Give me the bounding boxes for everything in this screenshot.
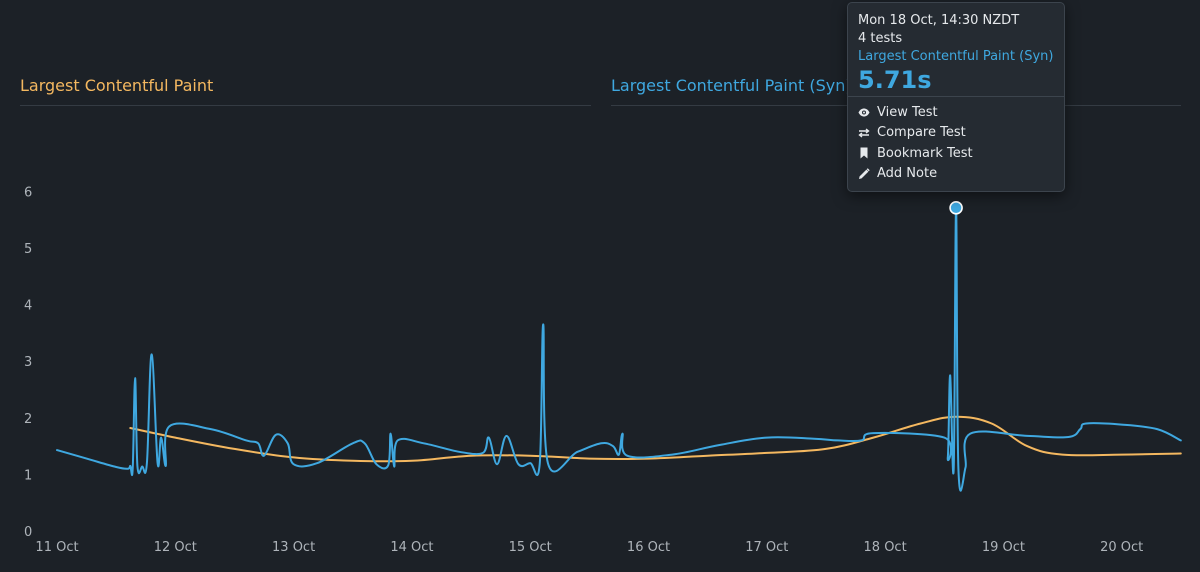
add-note-menu-item[interactable]: Add Note [848, 164, 1064, 185]
bookmark-icon [858, 147, 870, 159]
series-line-lcp-syn [56, 206, 1182, 492]
tooltip-test-count: 4 tests [858, 31, 903, 46]
y-tick-label: 6 [24, 185, 32, 200]
x-tick-label: 13 Oct [272, 540, 315, 555]
view-test-menu-item[interactable]: View Test [848, 102, 1064, 123]
data-point-tooltip: Mon 18 Oct, 14:30 NZDT 4 tests Largest C… [847, 2, 1065, 192]
y-tick-label: 4 [24, 299, 32, 314]
eye-icon [858, 106, 870, 118]
tooltip-metric-name: Largest Contentful Paint (Syn) [858, 49, 1054, 64]
pencil-icon [858, 168, 870, 180]
panel-divider-left [20, 105, 591, 106]
x-tick-label: 12 Oct [154, 540, 197, 555]
x-tick-label: 18 Oct [864, 540, 907, 555]
highlighted-data-point [949, 201, 963, 215]
y-tick-label: 2 [24, 412, 32, 427]
add-note-label: Add Note [877, 166, 938, 182]
panel-title-lcp: Largest Contentful Paint [20, 76, 214, 95]
x-tick-label: 20 Oct [1100, 540, 1143, 555]
x-tick-label: 16 Oct [627, 540, 670, 555]
bookmark-test-menu-item[interactable]: Bookmark Test [848, 143, 1064, 164]
x-tick-label: 14 Oct [390, 540, 433, 555]
tooltip-date: Mon 18 Oct, 14:30 NZDT [858, 13, 1020, 28]
compare-test-menu-item[interactable]: Compare Test [848, 123, 1064, 144]
y-tick-label: 0 [24, 525, 32, 540]
tooltip-divider [848, 96, 1064, 97]
x-tick-label: 17 Oct [745, 540, 788, 555]
tooltip-metric-value: 5.71s [858, 66, 932, 94]
series-line-lcp [129, 415, 1182, 463]
panel-title-lcp-syn: Largest Contentful Paint (Syn) [611, 76, 852, 95]
x-tick-label: 15 Oct [509, 540, 552, 555]
x-tick-label: 19 Oct [982, 540, 1025, 555]
swap-arrows-icon [858, 127, 870, 139]
y-tick-label: 1 [24, 468, 32, 483]
compare-test-label: Compare Test [877, 125, 966, 141]
view-test-label: View Test [877, 104, 938, 120]
y-tick-label: 3 [24, 355, 32, 370]
x-tick-label: 11 Oct [35, 540, 78, 555]
bookmark-test-label: Bookmark Test [877, 145, 973, 161]
y-tick-label: 5 [24, 242, 32, 257]
